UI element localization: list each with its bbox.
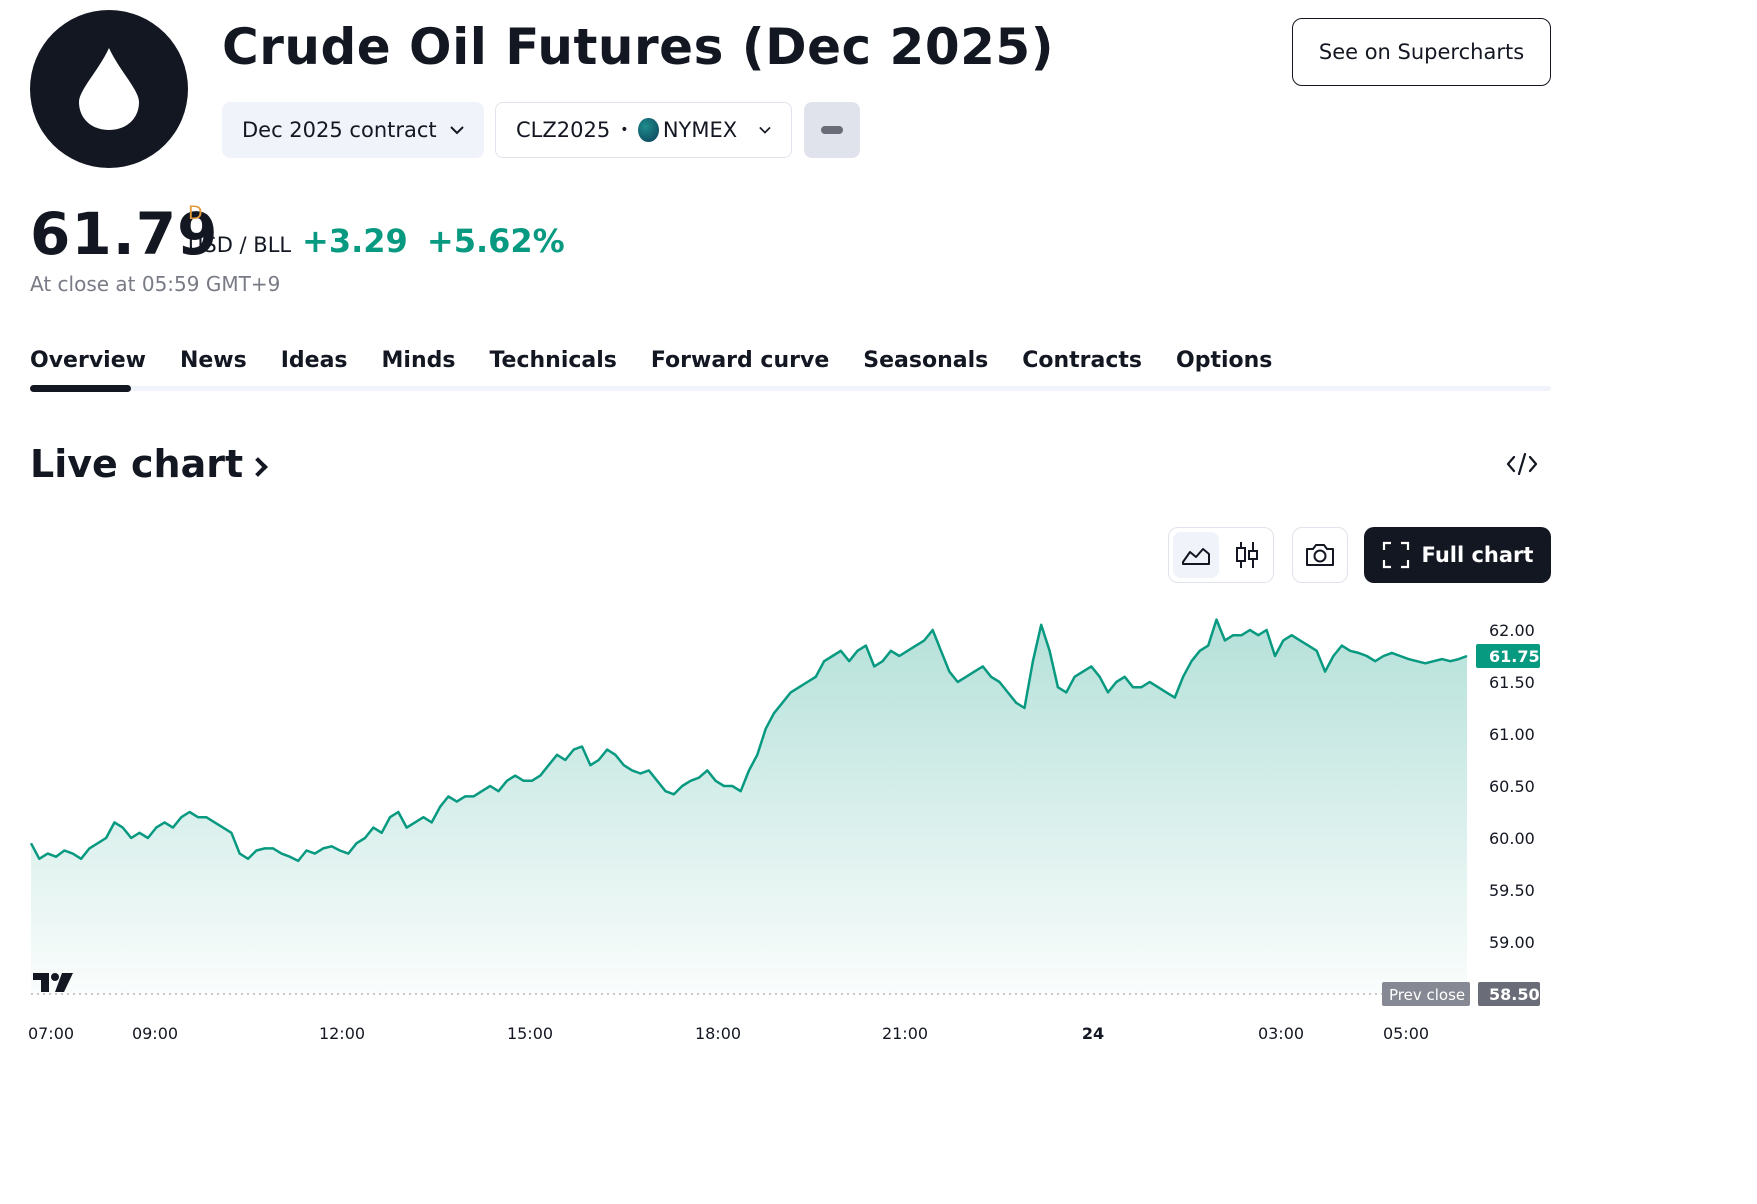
change-value: +3.29: [302, 222, 408, 260]
price-line: [29, 618, 1468, 863]
area-chart-button[interactable]: [1173, 532, 1219, 578]
x-tick-label: 09:00: [132, 1024, 178, 1043]
full-chart-label: Full chart: [1421, 543, 1534, 567]
x-tick-label: 05:00: [1383, 1024, 1429, 1043]
tab-ideas[interactable]: Ideas: [280, 348, 348, 373]
snapshot-button[interactable]: [1292, 527, 1348, 583]
prev-close-tag: [1382, 982, 1470, 1006]
prev-close-value: 58.50: [1489, 985, 1540, 1004]
x-tick-label: 12:00: [319, 1024, 365, 1043]
tab-contracts[interactable]: Contracts: [1022, 348, 1143, 373]
x-tick-label: 18:00: [695, 1024, 741, 1043]
symbol-exchange-select[interactable]: CLZ2025 • NYMEX: [495, 102, 792, 158]
tab-options[interactable]: Options: [1176, 348, 1273, 373]
globe-icon: [638, 118, 659, 142]
change-percent: +5.62%: [426, 222, 565, 260]
prev-close-label: Prev close: [1389, 986, 1465, 1004]
x-tick-label: 21:00: [882, 1024, 928, 1043]
y-tick-label: 60.00: [1489, 829, 1535, 848]
minus-icon: [821, 126, 843, 134]
oil-drop-logo: [30, 10, 188, 168]
close-time: At close at 05:59 GMT+9: [30, 272, 281, 296]
embed-code-icon[interactable]: [1505, 450, 1539, 478]
price-flag: D: [188, 202, 203, 224]
full-chart-button[interactable]: Full chart: [1364, 527, 1551, 583]
collapse-button[interactable]: [804, 102, 860, 158]
price-chart[interactable]: 62.00 61.50 61.00 60.50 60.00 59.50 59.00 61.75…: [0, 590, 1757, 1060]
chevron-right-icon: [248, 457, 269, 477]
tabs-divider: [30, 386, 1551, 391]
chevron-down-icon: [759, 126, 771, 134]
active-tab-indicator: [30, 385, 131, 392]
y-tick-label: 60.50: [1489, 777, 1535, 796]
price-area: [31, 619, 1467, 994]
x-tick-label: 07:00: [28, 1024, 74, 1043]
tab-news[interactable]: News: [179, 348, 247, 373]
candlestick-icon: [1236, 542, 1258, 568]
contract-select-label: Dec 2025 contract: [242, 118, 437, 142]
y-tick-label: 61.50: [1489, 673, 1535, 692]
y-tick-label: 62.00: [1489, 621, 1535, 640]
tab-bar: Overview News Ideas Minds Technicals For…: [30, 348, 1272, 373]
chevron-down-icon: [450, 126, 464, 135]
y-tick-label: 59.00: [1489, 933, 1535, 952]
separator-dot: •: [620, 122, 629, 138]
x-tick-label: 24: [1082, 1024, 1104, 1043]
camera-icon: [1306, 544, 1334, 566]
price-change: +3.29 +5.62%: [302, 222, 565, 260]
tab-seasonals[interactable]: Seasonals: [863, 348, 989, 373]
y-tick-label: 59.50: [1489, 881, 1535, 900]
oil-drop-icon: [79, 48, 139, 130]
x-tick-label: 15:00: [507, 1024, 553, 1043]
contract-select[interactable]: Dec 2025 contract: [222, 102, 484, 158]
tab-overview[interactable]: Overview: [30, 348, 146, 373]
page-title: Crude Oil Futures (Dec 2025): [222, 18, 1055, 76]
tab-technicals[interactable]: Technicals: [489, 348, 617, 373]
price-unit: USD / BLL: [188, 233, 292, 257]
last-price: 61.79: [30, 200, 219, 268]
tradingview-logo: [31, 970, 75, 998]
last-price-tag: [1476, 644, 1540, 668]
candlestick-button[interactable]: [1224, 532, 1270, 578]
live-chart-heading[interactable]: Live chart: [30, 442, 269, 486]
area-chart-icon: [1182, 548, 1210, 565]
tab-minds[interactable]: Minds: [381, 348, 456, 373]
chart-style-toggle: [1168, 527, 1274, 583]
symbol-label: CLZ2025: [516, 118, 611, 142]
prev-close-value-tag: [1478, 982, 1540, 1006]
last-price-label: 61.75: [1489, 647, 1540, 666]
x-tick-label: 03:00: [1258, 1024, 1304, 1043]
fullscreen-icon: [1382, 541, 1409, 569]
live-chart-title: Live chart: [30, 442, 244, 486]
exchange-label: NYMEX: [662, 118, 738, 142]
see-on-supercharts-button[interactable]: See on Supercharts: [1292, 18, 1551, 86]
y-tick-label: 61.00: [1489, 725, 1535, 744]
tab-forward-curve[interactable]: Forward curve: [650, 348, 830, 373]
